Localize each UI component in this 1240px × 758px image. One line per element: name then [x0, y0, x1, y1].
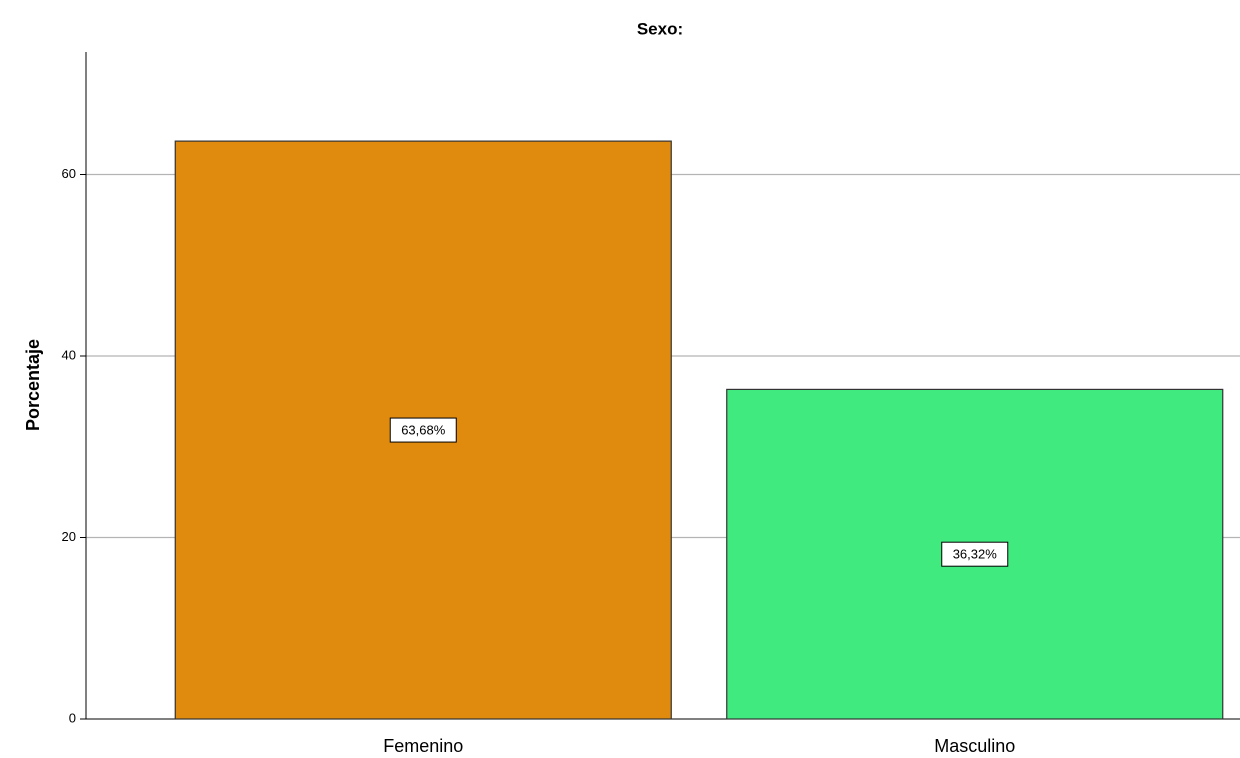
- y-tick-label: 20: [62, 529, 76, 544]
- y-tick-label: 0: [69, 710, 76, 725]
- x-tick-label: Masculino: [934, 736, 1015, 756]
- value-label: 36,32%: [953, 547, 998, 562]
- y-tick-label: 40: [62, 347, 76, 362]
- y-axis-label: Porcentaje: [23, 339, 43, 431]
- bar: [174, 140, 672, 720]
- x-tick-label: Femenino: [383, 736, 463, 756]
- chart-title: Sexo:: [637, 19, 683, 38]
- value-label: 63,68%: [401, 422, 446, 437]
- value-label-box: [941, 541, 1009, 567]
- y-tick-label: 60: [62, 166, 76, 181]
- value-label-box: [389, 417, 457, 443]
